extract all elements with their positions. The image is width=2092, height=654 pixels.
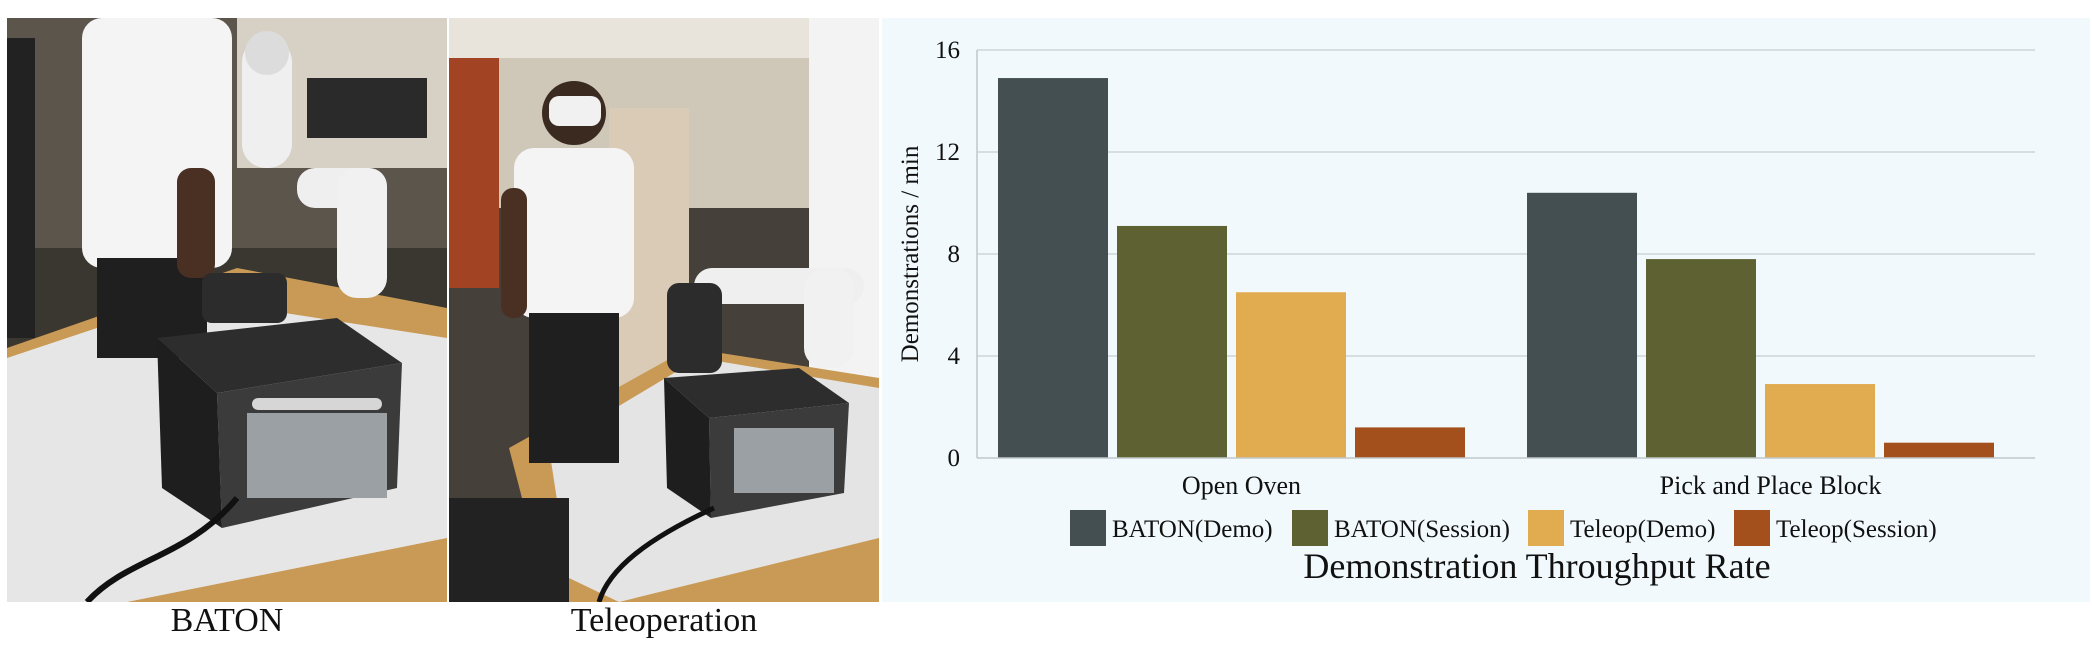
legend-swatch [1734,510,1770,546]
bar-teleop-demo--pick-and-place-block [1765,384,1875,458]
bar-baton-session--open-oven [1117,225,1227,458]
chart-canvas: 0 4 8 12 16 Open Oven Pick and Place Block Dem… [897,37,2035,586]
x-category-label: Open Oven [1182,471,1301,500]
y-axis-title: Demonstrations / min [897,145,924,362]
bar-teleop-session--open-oven [1355,427,1465,458]
bar-baton-demo--pick-and-place-block [1527,192,1637,459]
y-tick-label: 8 [948,241,961,268]
teleoperation-caption: Teleoperation [570,602,758,639]
throughput-chart: 0 4 8 12 16 Open Oven Pick and Place Block Dem… [882,18,2090,602]
legend-label: BATON(Session) [1334,516,1510,543]
bars [998,78,1994,459]
x-category-label: Pick and Place Block [1660,471,1882,500]
bar-baton-session--pick-and-place-block [1646,259,1756,458]
y-tick-label: 0 [948,445,961,472]
legend-label: BATON(Demo) [1112,516,1273,543]
axes: 0 4 8 12 16 Open Oven Pick and Place Block [935,37,1881,500]
legend-swatch [1292,510,1328,546]
baton-caption: BATON [170,602,284,639]
baton-photo [7,18,447,602]
teleoperation-photo [449,18,879,602]
y-tick-label: 16 [935,37,960,64]
chart-title: Demonstration Throughput Rate [1303,546,1770,586]
bar-baton-demo--open-oven [998,78,1108,459]
bar-teleop-session--pick-and-place-block [1884,442,1994,458]
legend: BATON(Demo) BATON(Session) Teleop(Demo) Tel… [1070,510,1937,546]
y-tick-label: 12 [935,139,960,166]
legend-label: Teleop(Demo) [1570,516,1715,543]
bar-teleop-demo--open-oven [1236,292,1346,458]
y-tick-label: 4 [948,343,961,370]
legend-swatch [1528,510,1564,546]
legend-swatch [1070,510,1106,546]
legend-label: Teleop(Session) [1776,516,1937,543]
